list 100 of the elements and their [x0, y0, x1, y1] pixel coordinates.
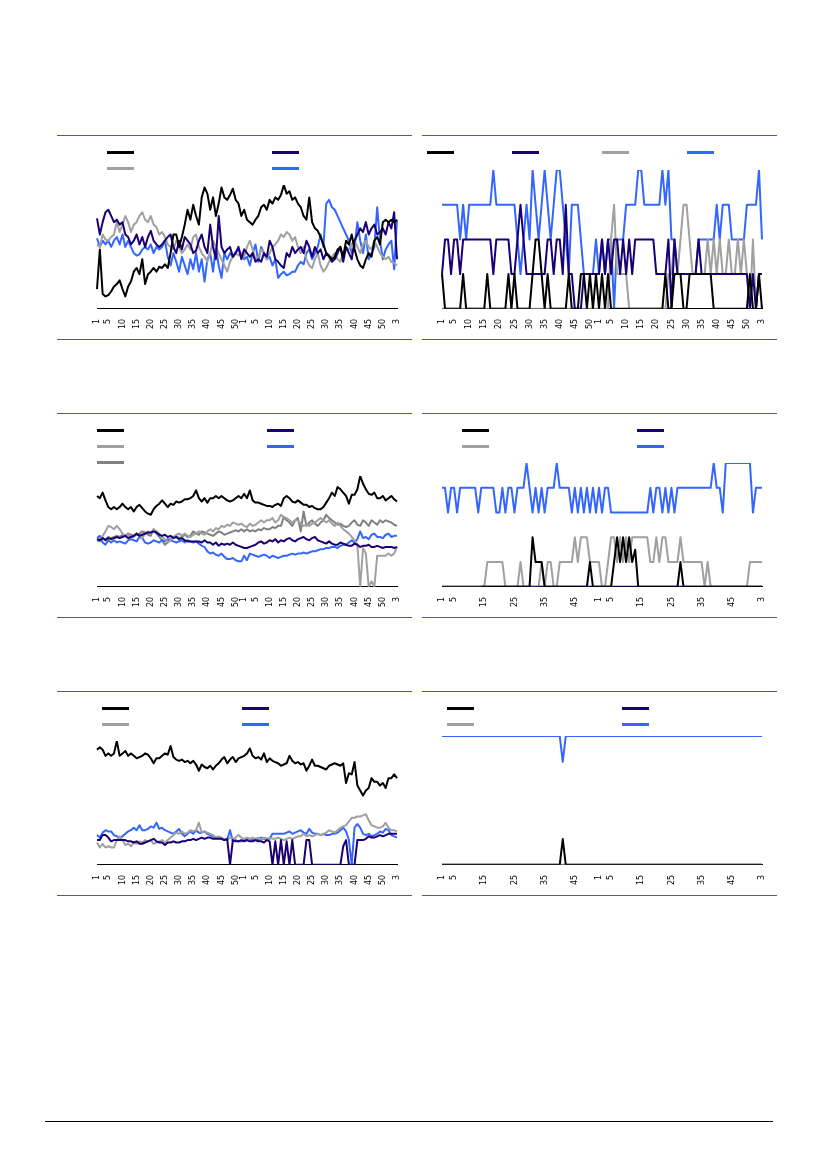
x-tick-label: 50: [230, 596, 240, 608]
x-tick-label: 35: [696, 596, 706, 608]
x-tick-label: 3: [392, 596, 402, 602]
x-tick-label: 3: [392, 318, 402, 324]
x-tick-label: 35: [335, 596, 345, 608]
x-tick-label: 25: [666, 318, 676, 330]
x-tick-label: 35: [188, 318, 198, 330]
x-tick-label: 5: [103, 596, 113, 602]
x-tick-label: 20: [651, 318, 661, 330]
x-tick-label: 10: [264, 596, 274, 608]
x-tick-label: 45: [569, 874, 579, 886]
x-tick-label: 20: [293, 318, 303, 330]
x-tick-label: 15: [479, 874, 489, 886]
x-tick-label: 15: [636, 318, 646, 330]
x-tick-label: 45: [569, 318, 579, 330]
x-tick-label: 15: [131, 874, 141, 886]
x-tick-label: 35: [696, 874, 706, 886]
x-tick-label: 40: [349, 318, 359, 330]
x-tick-label: 25: [509, 318, 519, 330]
x-tick-label: 10: [117, 318, 127, 330]
x-tick-label: 45: [216, 596, 226, 608]
x-tick-label: 1: [594, 596, 604, 602]
x-tick-label: 1: [239, 874, 249, 880]
x-tick-label: 50: [377, 596, 387, 608]
x-tick-label: 50: [377, 318, 387, 330]
x-tick-label: 35: [188, 596, 198, 608]
x-tick-label: 5: [250, 318, 260, 324]
x-tick-label: 20: [145, 874, 155, 886]
x-tick-label: 45: [216, 874, 226, 886]
x-tick-label: 1: [437, 318, 447, 324]
x-tick-label: 3: [392, 874, 402, 880]
x-tick-label: 25: [307, 318, 317, 330]
x-tick-label: 10: [264, 874, 274, 886]
x-tick-label: 45: [726, 318, 736, 330]
x-tick-label: 45: [363, 596, 373, 608]
x-tick-label: 35: [335, 874, 345, 886]
x-tick-label: 50: [741, 318, 751, 330]
x-tick-label: 45: [363, 318, 373, 330]
x-tick-label: 1: [437, 874, 447, 880]
x-tick-label: 1: [92, 874, 102, 880]
x-tick-label: 35: [539, 596, 549, 608]
x-tick-label: 15: [278, 596, 288, 608]
x-tick-label: 5: [250, 874, 260, 880]
x-tick-label: 50: [585, 318, 594, 330]
x-tick-label: 45: [569, 596, 579, 608]
x-tick-label: 40: [349, 596, 359, 608]
x-tick-label: 30: [321, 874, 331, 886]
x-tick-label: 1: [239, 596, 249, 602]
x-tick-label: 3: [757, 874, 767, 880]
x-tick-label: 3: [757, 596, 767, 602]
x-tick-label: 30: [174, 874, 184, 886]
x-tick-label: 1: [92, 596, 102, 602]
x-tick-label: 20: [494, 318, 504, 330]
x-tick-label: 10: [264, 318, 274, 330]
x-tick-label: 45: [726, 596, 736, 608]
x-tick-label: 15: [131, 318, 141, 330]
x-tick-label: 40: [202, 318, 212, 330]
x-tick-label: 45: [726, 874, 736, 886]
x-tick-label: 45: [216, 318, 226, 330]
x-tick-label: 5: [103, 318, 113, 324]
x-tick-label: 5: [606, 596, 616, 602]
x-tick-label: 20: [293, 596, 303, 608]
x-tick-label: 15: [131, 596, 141, 608]
x-tick-label: 25: [160, 874, 169, 886]
x-tick-label: 50: [377, 874, 387, 886]
x-tick-label: 30: [321, 596, 331, 608]
x-tick-label: 20: [145, 318, 155, 330]
x-tick-label: 25: [509, 874, 519, 886]
x-tick-label: 30: [174, 318, 184, 330]
x-tick-label: 25: [160, 596, 169, 608]
x-tick-label: 1: [92, 318, 102, 324]
x-tick-label: 20: [293, 874, 303, 886]
x-tick-label: 25: [509, 596, 519, 608]
x-tick-label: 40: [349, 874, 359, 886]
x-tick-label: 40: [554, 318, 564, 330]
x-tick-label: 5: [606, 318, 616, 324]
x-tick-label: 50: [230, 874, 240, 886]
x-tick-label: 5: [449, 596, 459, 602]
x-tick-label: 45: [363, 874, 373, 886]
x-tick-label: 5: [449, 318, 459, 324]
x-tick-label: 5: [449, 874, 459, 880]
x-tick-label: 35: [335, 318, 345, 330]
x-tick-label: 5: [103, 874, 113, 880]
x-tick-label: 5: [606, 874, 616, 880]
x-tick-label: 50: [230, 318, 240, 330]
x-tick-label: 40: [711, 318, 721, 330]
x-tick-label: 25: [666, 874, 676, 886]
x-tick-label: 35: [539, 318, 549, 330]
x-tick-label: 30: [321, 318, 331, 330]
x-tick-label: 15: [479, 318, 489, 330]
x-tick-label: 10: [464, 318, 474, 330]
x-tick-label: 15: [636, 874, 646, 886]
x-tick-label: 25: [307, 596, 317, 608]
x-tick-label: 15: [278, 874, 288, 886]
x-tick-label: 10: [117, 874, 127, 886]
x-tick-label: 35: [188, 874, 198, 886]
x-tick-label: 35: [696, 318, 706, 330]
x-tick-label: 1: [594, 874, 604, 880]
x-tick-label: 40: [202, 596, 212, 608]
x-tick-label: 30: [681, 318, 691, 330]
